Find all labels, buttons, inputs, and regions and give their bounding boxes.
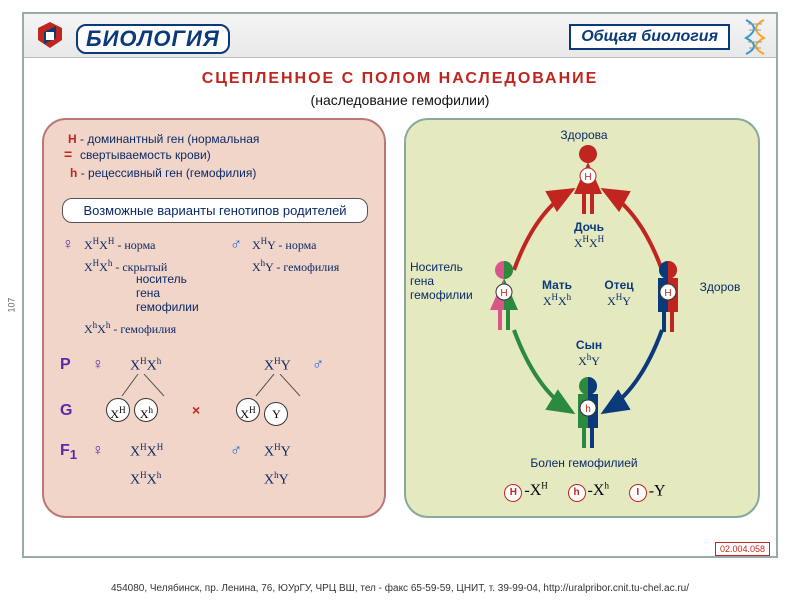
son-label: Сын [554,338,624,352]
P-label: P [60,356,71,374]
key-0-sym: H [504,484,522,502]
F1-11: XhY [264,470,289,489]
G-f-0: XH [106,398,130,422]
subject-label: Общая биология [569,24,730,50]
dominant-desc2: свертываемость крови) [80,148,211,162]
svg-text:H: H [664,288,671,299]
key-1-sym: h [568,484,586,502]
equals-sign: = [64,146,72,162]
recessive-desc: - рецессивный ген (гемофилия) [81,166,257,180]
son-gt: XhY [554,352,624,369]
G-label: G [60,402,72,420]
svg-text:H: H [500,288,507,299]
logo-icon [32,20,68,54]
P-female-gt: XHXh [130,356,161,375]
m-gt-0: XHY [252,238,275,252]
key-2-gt: -Y [649,482,666,499]
father-label: Отец [594,278,644,292]
footer-text: 454080, Челябинск, пр. Ленина, 76, ЮУрГУ… [22,583,778,594]
key-row: H-XH h-Xh I-Y [406,481,762,502]
F1-01: XHY [264,442,291,461]
header-bar: БИОЛОГИЯ Общая биология [24,14,776,58]
f-desc-2: - гемофилия [113,322,176,336]
code-box: 02.004.058 [715,542,770,556]
F1-00: XHXH [130,442,163,461]
key-0-gt: -XH [524,482,547,499]
P-female-sign: ♀ [92,356,104,374]
svg-text:h: h [585,404,591,415]
dominant-symbol: H [68,132,77,146]
F1-label: F1 [60,442,77,462]
mother-label: Мать [532,278,582,292]
f-desc-1c: гена [136,286,160,300]
G-m-1: Y [264,402,288,426]
svg-text:H: H [584,172,591,183]
m-gt-1: XhY [252,260,273,274]
father-gt: XHY [594,292,644,309]
P-male-sign: ♂ [312,356,324,374]
daughter-figure: H [564,144,612,218]
m-desc-0: - норма [278,238,316,252]
mother-gt: XHXh [532,292,582,309]
F1-female-sign: ♀ [92,442,104,460]
G-m-0: XH [236,398,260,422]
f-desc-0: - норма [117,238,155,252]
side-page-number: 107 [7,297,17,312]
variants-box: Возможные варианты генотипов родителей [62,198,368,223]
right-panel: Здорова Носитель гена гемофилии Здоров Б… [404,118,760,518]
f-gt-2: XhXh [84,322,110,336]
page-subtitle: (наследование гемофилии) [24,92,776,108]
f-gt-1: XHXh [84,260,112,274]
key-2-sym: I [629,484,647,502]
recessive-symbol: h [70,166,77,180]
dna-icon [740,18,770,56]
mother-figure: H [480,260,528,334]
F1-10: XHXh [130,470,161,489]
key-1-gt: -Xh [588,482,609,499]
dominant-desc: - доминантный ген (нормальная [80,132,259,146]
F1-male-sign: ♂ [230,442,242,460]
cross-lines [114,374,314,400]
P-male-gt: XHY [264,356,291,375]
page-title: СЦЕПЛЕННОЕ С ПОЛОМ НАСЛЕДОВАНИЕ [24,70,776,88]
cross-sym: × [192,402,200,418]
daughter-label: Дочь [554,220,624,234]
female-sign: ♀ [62,236,74,254]
father-figure: H [644,260,692,334]
G-f-1: Xh [134,398,158,422]
male-sign: ♂ [230,236,242,254]
m-desc-1: - гемофилия [276,260,339,274]
brand-label: БИОЛОГИЯ [76,24,230,54]
f-desc-1d: гемофилии [136,300,199,314]
f-desc-1b: носитель [136,272,187,286]
daughter-gt: XHXH [554,234,624,251]
son-figure: h [564,376,612,450]
f-gt-0: XHXH [84,238,114,252]
left-panel: H - доминантный ген (нормальная = сверты… [42,118,386,518]
